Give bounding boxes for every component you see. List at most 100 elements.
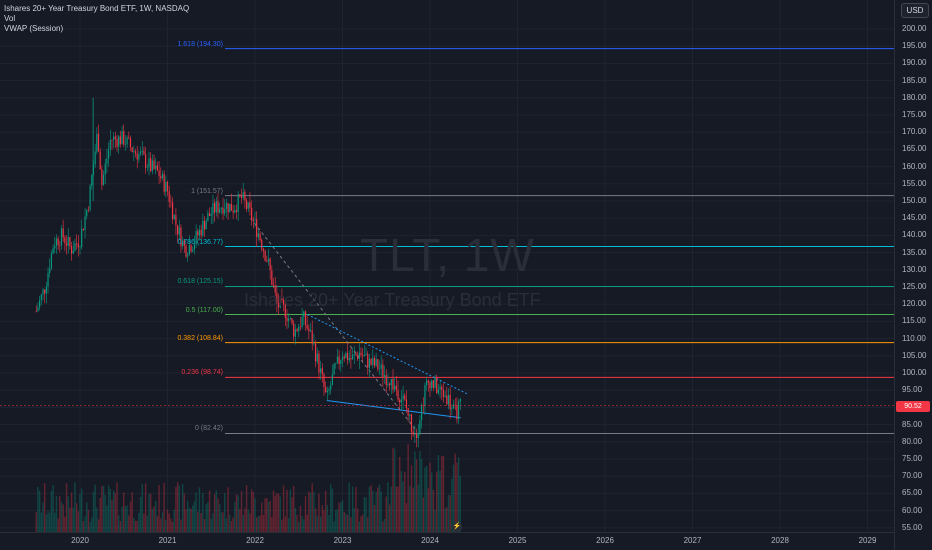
candle-body: [357, 355, 359, 359]
candle-body: [360, 352, 362, 355]
candle-body: [320, 368, 322, 373]
price-tick-label: 75.00: [902, 454, 923, 463]
volume-bar: [109, 488, 111, 532]
candle-body: [62, 228, 64, 238]
candle-body: [291, 318, 293, 324]
volume-bar: [79, 494, 81, 532]
candle-body: [330, 385, 332, 390]
candle-body: [175, 215, 177, 225]
volume-bar: [65, 483, 68, 532]
candle-body: [247, 202, 249, 209]
volume-bar: [247, 509, 249, 532]
volume-bar: [92, 491, 95, 532]
candle-body: [338, 356, 340, 364]
candle-body: [259, 233, 261, 240]
volume-bar: [146, 515, 149, 532]
volume-bar: [242, 514, 244, 532]
candle-body: [446, 395, 448, 405]
symbol-title[interactable]: Ishares 20+ Year Treasury Bond ETF, 1W, …: [4, 4, 190, 13]
candle-body: [415, 433, 418, 439]
candle-body: [293, 323, 295, 337]
candle-body: [173, 215, 175, 220]
candle-body: [385, 375, 387, 385]
volume-bar: [101, 485, 103, 532]
volume-bar: [393, 448, 396, 532]
volume-bar: [254, 498, 256, 532]
price-tick-label: 195.00: [902, 41, 927, 51]
candle-body: [161, 174, 164, 179]
volume-bar: [309, 492, 312, 532]
volume-bar: [126, 505, 128, 532]
volume-bar: [402, 481, 404, 532]
vwap-indicator-label[interactable]: VWAP (Session): [4, 24, 64, 33]
candle-body: [64, 237, 66, 244]
volume-indicator-label[interactable]: Vol: [4, 14, 16, 23]
volume-bar: [336, 509, 339, 532]
candle-body: [108, 149, 110, 159]
volume-bar: [321, 505, 324, 532]
candle-body: [355, 353, 357, 356]
volume-bar: [372, 490, 374, 532]
candle-body: [272, 284, 275, 286]
candle-body: [345, 352, 347, 359]
candle-body: [323, 374, 325, 387]
candle-body: [424, 385, 426, 406]
volume-bar: [250, 489, 253, 532]
volume-bar: [139, 496, 142, 532]
price-axis[interactable]: [894, 0, 932, 550]
currency-button[interactable]: USD: [901, 3, 929, 18]
volume-bar: [170, 518, 172, 532]
volume-bar: [259, 515, 261, 532]
candle-body: [449, 394, 451, 410]
volume-bar: [400, 471, 403, 532]
candle-body: [252, 219, 254, 221]
time-tick-label: 2028: [771, 536, 789, 545]
candle-body: [190, 245, 192, 252]
candle-body: [289, 318, 291, 319]
candle-body: [180, 227, 182, 247]
volume-bar: [405, 503, 408, 532]
candle-body: [227, 202, 229, 213]
chart-pane[interactable]: [0, 0, 894, 532]
candle-body: [351, 354, 354, 360]
price-tick-label: 140.00: [902, 230, 927, 240]
volume-bar: [289, 489, 292, 532]
volume-bar: [124, 506, 127, 532]
volume-bar: [385, 496, 387, 532]
candle-body: [205, 221, 207, 230]
volume-bar: [272, 490, 275, 532]
candle-body: [286, 317, 288, 321]
candle-body: [444, 395, 446, 397]
time-tick-label: 2029: [858, 536, 877, 545]
volume-bar: [80, 488, 83, 532]
candle-body: [284, 304, 286, 318]
time-axis[interactable]: [0, 532, 894, 550]
candle-body: [262, 248, 265, 251]
lightning-icon[interactable]: ⚡: [452, 522, 462, 532]
volume-bar: [111, 499, 113, 532]
fib-level-label: 0.618 (125.15): [177, 278, 223, 286]
candle-body: [145, 154, 147, 168]
candle-body: [382, 364, 384, 378]
volume-bar: [205, 503, 207, 532]
candle-body: [225, 202, 227, 210]
volume-bar: [230, 521, 233, 532]
volume-bar: [335, 510, 337, 532]
candle-body: [370, 358, 372, 365]
volume-bar: [232, 517, 234, 532]
candle-body: [235, 210, 238, 213]
price-chart[interactable]: [0, 0, 894, 532]
volume-bar: [134, 520, 137, 532]
volume-bar: [96, 507, 98, 532]
volume-bar: [432, 490, 435, 532]
candle-body: [348, 358, 350, 361]
volume-bar: [323, 510, 325, 532]
volume-bar: [429, 462, 431, 532]
candle-body: [454, 404, 456, 406]
last-price-badge: 90.52: [896, 400, 930, 412]
volume-bar: [395, 486, 398, 532]
volume-bar: [412, 487, 414, 532]
candle-body: [49, 268, 51, 273]
candle-body: [192, 249, 194, 252]
volume-bar: [434, 509, 436, 532]
